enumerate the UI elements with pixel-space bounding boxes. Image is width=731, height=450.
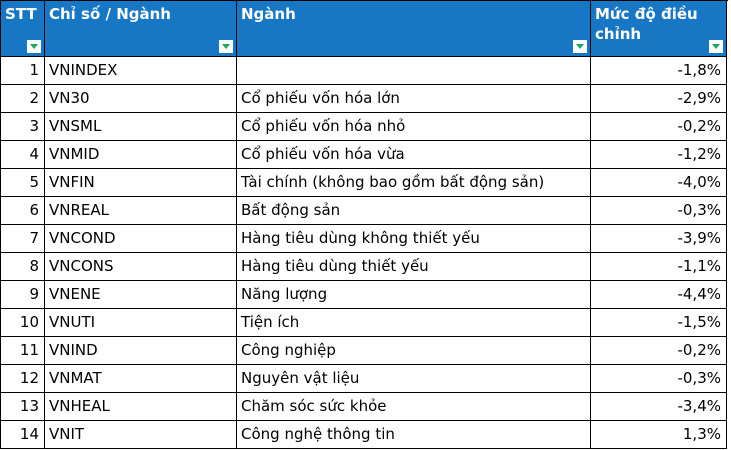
column-header-label: Ngành xyxy=(241,5,296,23)
cell-code: VNMAT xyxy=(45,365,237,393)
cell-adjustment: -0,2% xyxy=(591,113,727,141)
cell-adjustment: -3,4% xyxy=(591,393,727,421)
table-row: 3 VNSML Cổ phiếu vốn hóa nhỏ -0,2% xyxy=(1,113,728,141)
cell-code: VNMID xyxy=(45,141,237,169)
cell-sector: Tài chính (không bao gồm bất động sản) xyxy=(237,169,591,197)
cell-adjustment: -3,9% xyxy=(591,225,727,253)
cell-code: VNHEAL xyxy=(45,393,237,421)
cell-stt: 3 xyxy=(1,113,45,141)
filter-dropdown-button-stt[interactable] xyxy=(27,40,41,53)
cell-adjustment: 1,3% xyxy=(591,421,727,449)
table-row: 14 VNIT Công nghệ thông tin 1,3% xyxy=(1,421,728,449)
cell-sector: Năng lượng xyxy=(237,281,591,309)
cell-code: VNCOND xyxy=(45,225,237,253)
cell-adjustment: -1,5% xyxy=(591,309,727,337)
cell-sector: Công nghệ thông tin xyxy=(237,421,591,449)
cell-stt: 7 xyxy=(1,225,45,253)
cell-code: VNENE xyxy=(45,281,237,309)
column-header-code: Chỉ số / Ngành xyxy=(45,1,237,57)
table-row: 6 VNREAL Bất động sản -0,3% xyxy=(1,197,728,225)
table-row: 8 VNCONS Hàng tiêu dùng thiết yếu -1,1% xyxy=(1,253,728,281)
cell-sector: Cổ phiếu vốn hóa nhỏ xyxy=(237,113,591,141)
table-row: 2 VN30 Cổ phiếu vốn hóa lớn -2,9% xyxy=(1,85,728,113)
cell-stt: 10 xyxy=(1,309,45,337)
cell-adjustment: -1,1% xyxy=(591,253,727,281)
table-row: 13 VNHEAL Chăm sóc sức khỏe -3,4% xyxy=(1,393,728,421)
cell-sector: Cổ phiếu vốn hóa lớn xyxy=(237,85,591,113)
cell-stt: 2 xyxy=(1,85,45,113)
cell-code: VNCONS xyxy=(45,253,237,281)
cell-adjustment: -1,8% xyxy=(591,57,727,85)
cell-adjustment: -0,2% xyxy=(591,337,727,365)
filter-dropdown-icon xyxy=(222,44,230,49)
filter-dropdown-icon xyxy=(576,44,584,49)
cell-adjustment: -1,2% xyxy=(591,141,727,169)
cell-adjustment: -2,9% xyxy=(591,85,727,113)
cell-adjustment: -4,4% xyxy=(591,281,727,309)
cell-code: VNINDEX xyxy=(45,57,237,85)
column-header-adjustment: Mức độ điều chỉnh xyxy=(591,1,727,57)
cell-code: VN30 xyxy=(45,85,237,113)
cell-stt: 1 xyxy=(1,57,45,85)
cell-code: VNREAL xyxy=(45,197,237,225)
cell-sector xyxy=(237,57,591,85)
table-row: 12 VNMAT Nguyên vật liệu -0,3% xyxy=(1,365,728,393)
cell-sector: Tiện ích xyxy=(237,309,591,337)
cell-adjustment: -4,0% xyxy=(591,169,727,197)
filter-dropdown-button-code[interactable] xyxy=(219,40,233,53)
column-header-sector: Ngành xyxy=(237,1,591,57)
cell-stt: 11 xyxy=(1,337,45,365)
cell-sector: Cổ phiếu vốn hóa vừa xyxy=(237,141,591,169)
filter-dropdown-button-sector[interactable] xyxy=(573,40,587,53)
cell-code: VNSML xyxy=(45,113,237,141)
column-header-label: Chỉ số / Ngành xyxy=(49,5,171,23)
cell-stt: 9 xyxy=(1,281,45,309)
cell-stt: 14 xyxy=(1,421,45,449)
cell-code: VNUTI xyxy=(45,309,237,337)
cell-sector: Hàng tiêu dùng thiết yếu xyxy=(237,253,591,281)
filter-dropdown-icon xyxy=(712,44,720,49)
cell-sector: Chăm sóc sức khỏe xyxy=(237,393,591,421)
table-row: 11 VNIND Công nghiệp -0,2% xyxy=(1,337,728,365)
cell-stt: 6 xyxy=(1,197,45,225)
cell-sector: Nguyên vật liệu xyxy=(237,365,591,393)
cell-stt: 5 xyxy=(1,169,45,197)
table-row: 10 VNUTI Tiện ích -1,5% xyxy=(1,309,728,337)
cell-sector: Bất động sản xyxy=(237,197,591,225)
cell-code: VNIT xyxy=(45,421,237,449)
cell-adjustment: -0,3% xyxy=(591,197,727,225)
cell-adjustment: -0,3% xyxy=(591,365,727,393)
cell-stt: 4 xyxy=(1,141,45,169)
table-row: 1 VNINDEX -1,8% xyxy=(1,57,728,85)
cell-code: VNFIN xyxy=(45,169,237,197)
table-body: 1 VNINDEX -1,8% 2 VN30 Cổ phiếu vốn hóa … xyxy=(1,57,728,449)
cell-code: VNIND xyxy=(45,337,237,365)
cell-sector: Hàng tiêu dùng không thiết yếu xyxy=(237,225,591,253)
column-header-label: Mức độ điều chỉnh xyxy=(595,5,698,43)
table-row: 7 VNCOND Hàng tiêu dùng không thiết yếu … xyxy=(1,225,728,253)
column-header-stt: STT xyxy=(1,1,45,57)
filter-dropdown-button-adjustment[interactable] xyxy=(709,40,723,53)
cell-stt: 8 xyxy=(1,253,45,281)
cell-stt: 12 xyxy=(1,365,45,393)
filter-dropdown-icon xyxy=(30,44,38,49)
table-row: 4 VNMID Cổ phiếu vốn hóa vừa -1,2% xyxy=(1,141,728,169)
table-row: 9 VNENE Năng lượng -4,4% xyxy=(1,281,728,309)
cell-sector: Công nghiệp xyxy=(237,337,591,365)
cell-stt: 13 xyxy=(1,393,45,421)
column-header-label: STT xyxy=(5,5,37,23)
table-header-row: STT Chỉ số / Ngành Ngành Mức độ điều chỉ… xyxy=(1,1,728,57)
table-row: 5 VNFIN Tài chính (không bao gồm bất độn… xyxy=(1,169,728,197)
